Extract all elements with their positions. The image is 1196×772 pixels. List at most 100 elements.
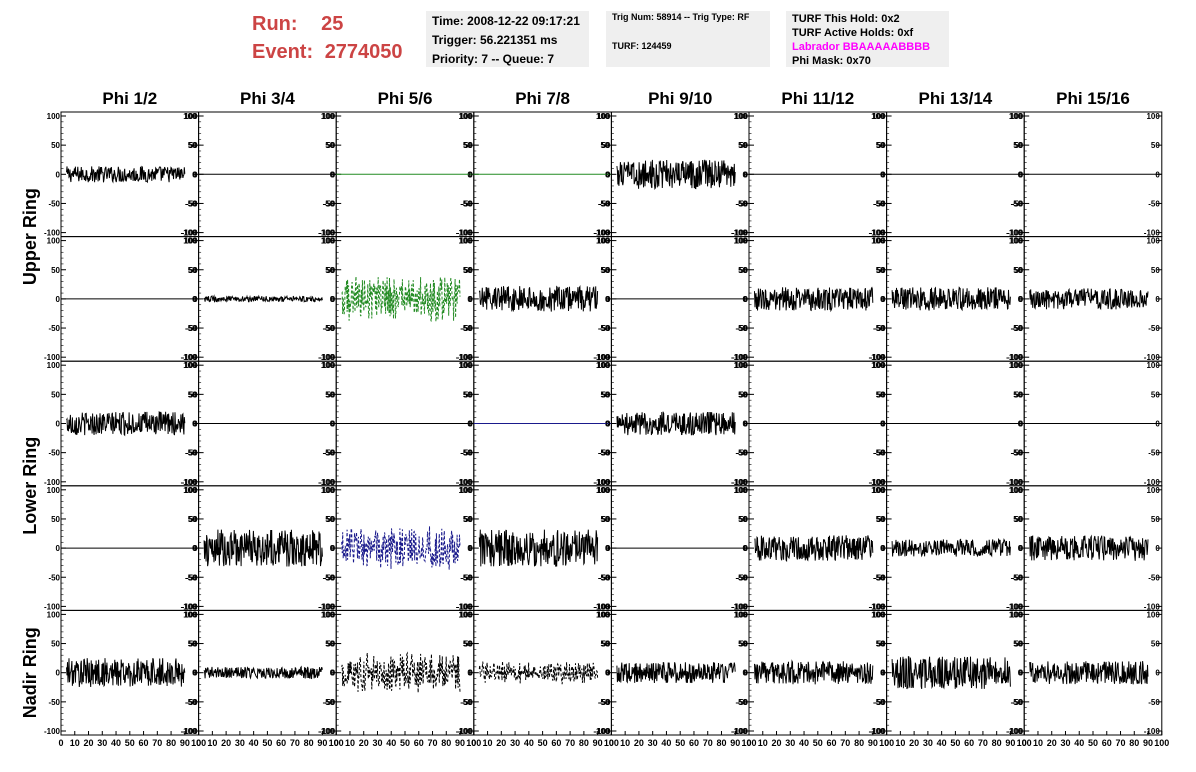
y-tick-label-right: 0 <box>467 669 472 678</box>
y-tick-label-left: 0 <box>193 669 198 678</box>
x-tick-label: 30 <box>97 738 107 748</box>
y-tick-label-left: 0 <box>331 295 336 304</box>
y-tick-label-left: -100 <box>457 229 474 238</box>
y-tick-label-left: 100 <box>47 610 61 619</box>
y-tick-label-left: -100 <box>732 478 749 487</box>
trigger-info-panel: Trig Num: 58914 -- Trig Type: RF TURF: 1… <box>606 11 770 67</box>
y-tick-label-right: -100 <box>181 602 198 611</box>
y-tick-label-left: 100 <box>184 112 198 121</box>
y-tick-label-left: -50 <box>48 573 60 582</box>
x-tick-label: 0 <box>471 738 476 748</box>
x-tick-label: 20 <box>221 738 231 748</box>
y-tick-label-right: 100 <box>871 486 885 495</box>
y-tick-label-right: 50 <box>1151 515 1160 524</box>
y-tick-label-left: 0 <box>881 420 886 429</box>
y-tick-label-right: -100 <box>1006 229 1023 238</box>
y-tick-label-right: 100 <box>458 112 472 121</box>
y-tick-label-right: 50 <box>188 640 197 649</box>
y-tick-label-left: 100 <box>459 361 473 370</box>
x-tick-label: 70 <box>428 738 438 748</box>
x-tick-label: 10 <box>895 738 905 748</box>
y-tick-label-left: -50 <box>48 449 60 458</box>
waveform-trace <box>754 535 874 563</box>
y-tick-label-left: 50 <box>601 640 610 649</box>
y-tick-label-left: 50 <box>1014 515 1023 524</box>
waveform-trace <box>66 165 186 184</box>
y-tick-label-right: -100 <box>1006 727 1023 736</box>
y-tick-label-left: -50 <box>599 199 611 208</box>
y-tick-label-left: -100 <box>457 353 474 362</box>
x-tick-label: 50 <box>400 738 410 748</box>
y-tick-label-left: -100 <box>594 353 611 362</box>
y-tick-label-right: -50 <box>185 573 197 582</box>
y-tick-label-left: 100 <box>184 361 198 370</box>
y-tick-label-right: -100 <box>1144 478 1161 487</box>
x-tick-label: 80 <box>1129 738 1139 748</box>
turf-hold-text: TURF This Hold: 0x2 <box>792 13 900 25</box>
waveform-trace <box>478 285 599 312</box>
y-tick-label-right: 0 <box>743 170 748 179</box>
y-tick-label-right: 100 <box>596 486 610 495</box>
y-tick-label-left: -100 <box>870 727 887 736</box>
y-tick-label-left: -50 <box>874 573 886 582</box>
y-tick-label-left: 100 <box>459 112 473 121</box>
y-tick-label-right: 50 <box>463 390 472 399</box>
x-tick-label: 90 <box>730 738 740 748</box>
y-tick-label-right: -100 <box>456 229 473 238</box>
x-tick-label: 0 <box>196 738 201 748</box>
y-tick-label-right: -50 <box>323 449 335 458</box>
y-tick-label-left: -100 <box>870 478 887 487</box>
y-tick-label-left: 0 <box>744 669 749 678</box>
y-tick-label-left: 100 <box>735 112 749 121</box>
x-tick-label: 70 <box>152 738 162 748</box>
y-tick-label-left: 50 <box>877 390 886 399</box>
run-row: Run: 25 <box>252 10 403 38</box>
y-tick-label-left: -100 <box>1007 353 1024 362</box>
x-tick-label: 60 <box>1102 738 1112 748</box>
y-tick-label-left: 50 <box>326 390 335 399</box>
y-tick-label-right: 0 <box>605 295 610 304</box>
y-tick-label-left: 50 <box>464 640 473 649</box>
y-tick-label-right: 100 <box>1009 237 1023 246</box>
y-tick-label-right: -100 <box>731 478 748 487</box>
y-tick-label-right: 100 <box>1009 361 1023 370</box>
y-tick-label-right: 100 <box>1146 610 1160 619</box>
y-tick-label-left: 50 <box>601 390 610 399</box>
x-tick-label: 100 <box>329 738 344 748</box>
y-tick-label-left: 0 <box>56 170 61 179</box>
x-tick-label: 100 <box>1154 738 1169 748</box>
y-tick-label-left: -50 <box>1012 698 1024 707</box>
y-tick-label-left: -50 <box>461 573 473 582</box>
y-tick-label-left: 50 <box>877 266 886 275</box>
x-tick-label: 100 <box>879 738 894 748</box>
y-tick-label-right: -50 <box>323 199 335 208</box>
y-tick-label-right: -50 <box>460 698 472 707</box>
y-tick-label-right: 50 <box>600 266 609 275</box>
y-tick-label-right: -50 <box>873 449 885 458</box>
y-tick-label-right: 100 <box>458 361 472 370</box>
y-tick-label-right: -50 <box>598 449 610 458</box>
y-tick-label-left: -50 <box>324 573 336 582</box>
y-tick-label-left: -50 <box>186 573 198 582</box>
y-tick-label-right: 0 <box>1018 669 1023 678</box>
y-tick-label-right: 0 <box>330 295 335 304</box>
y-tick-label-left: -100 <box>1007 478 1024 487</box>
y-tick-label-right: 50 <box>325 390 334 399</box>
y-tick-label-right: 0 <box>880 669 885 678</box>
x-tick-label: 20 <box>634 738 644 748</box>
time-info-panel: Time: 2008-12-22 09:17:21 Trigger: 56.22… <box>426 11 589 67</box>
panel-frame-r4-c7 <box>886 485 1025 611</box>
column-title-4: Phi 7/8 <box>515 89 570 108</box>
waveform-trace <box>616 661 736 684</box>
x-tick-label: 40 <box>386 738 396 748</box>
x-tick-label: 50 <box>125 738 135 748</box>
y-tick-label-left: -100 <box>457 602 474 611</box>
y-tick-label-left: 0 <box>744 544 749 553</box>
y-tick-label-left: -50 <box>1012 199 1024 208</box>
y-tick-label-right: 50 <box>188 141 197 150</box>
waveform-trace <box>478 661 599 685</box>
time-text: Time: 2008-12-22 09:17:21 <box>432 14 580 28</box>
x-tick-label: 70 <box>565 738 575 748</box>
x-tick-label: 40 <box>661 738 671 748</box>
y-tick-label-right: 100 <box>734 610 748 619</box>
